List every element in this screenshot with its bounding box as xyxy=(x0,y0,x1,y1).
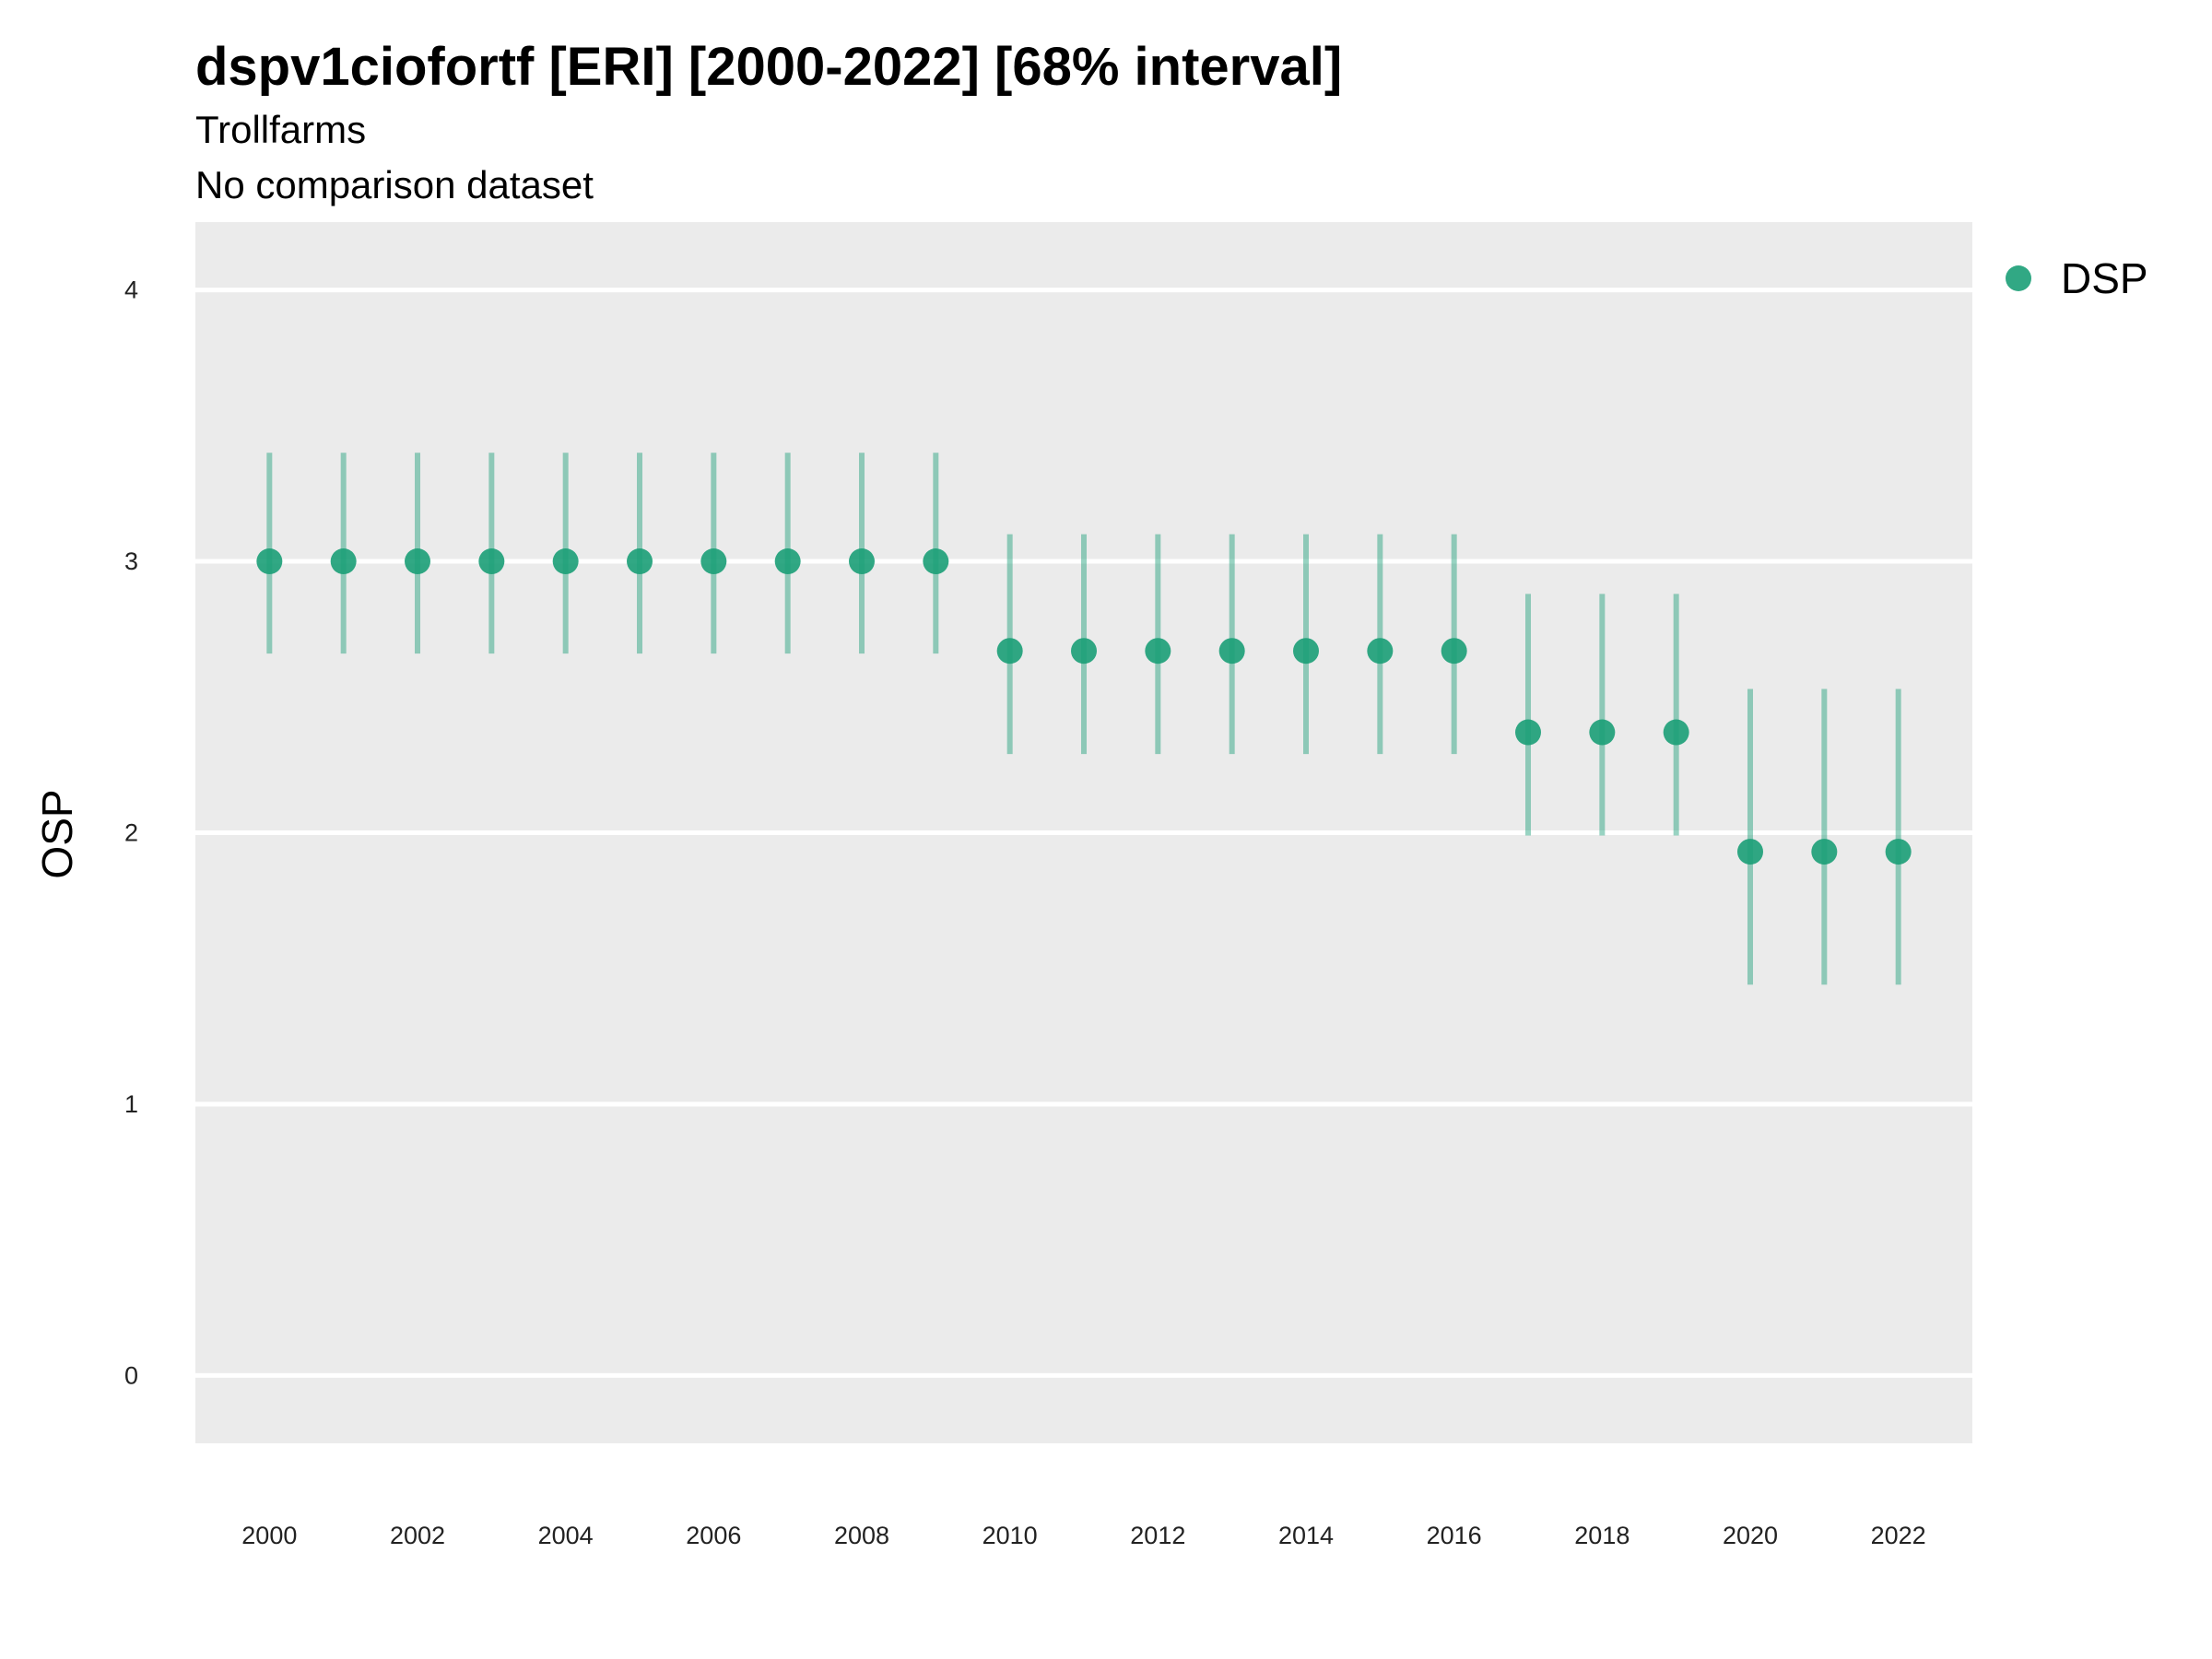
y-tick-label: 3 xyxy=(124,547,138,575)
chart-subtitle: Trollfarms xyxy=(195,108,366,151)
x-tick-label: 2002 xyxy=(390,1522,445,1549)
data-point xyxy=(627,548,653,575)
data-point xyxy=(996,638,1023,665)
data-point xyxy=(1515,719,1541,746)
x-tick-label: 2004 xyxy=(538,1522,594,1549)
data-point xyxy=(1811,839,1838,865)
x-tick-label: 2006 xyxy=(686,1522,741,1549)
y-tick-labels: 0 1 2 3 4 xyxy=(124,276,138,1390)
data-point xyxy=(478,548,505,575)
data-point xyxy=(405,548,430,575)
legend: DSP xyxy=(2006,254,2148,302)
data-point xyxy=(1885,839,1912,865)
x-tick-label: 2020 xyxy=(1723,1522,1778,1549)
data-point xyxy=(923,548,949,575)
y-tick-label: 0 xyxy=(124,1361,138,1389)
data-point xyxy=(1737,839,1763,865)
x-tick-label: 2010 xyxy=(982,1522,1038,1549)
data-point xyxy=(774,548,801,575)
y-tick-label: 1 xyxy=(124,1090,138,1118)
chart-title: dspv1ciofortf [ERI] [2000-2022] [68% int… xyxy=(195,37,1342,97)
legend-marker-dsp xyxy=(2006,265,2031,291)
y-tick-label: 4 xyxy=(124,276,138,304)
y-tick-label: 2 xyxy=(124,819,138,847)
data-point xyxy=(1071,638,1097,665)
data-point xyxy=(1589,719,1616,746)
data-point xyxy=(1663,719,1689,746)
data-point xyxy=(552,548,579,575)
data-point xyxy=(256,548,283,575)
x-tick-label: 2016 xyxy=(1427,1522,1482,1549)
x-tick-label: 2022 xyxy=(1871,1522,1926,1549)
data-point xyxy=(1441,638,1467,665)
x-tick-label: 2000 xyxy=(241,1522,297,1549)
data-point xyxy=(330,548,357,575)
data-point xyxy=(1145,638,1171,665)
series-dsp xyxy=(256,453,1912,985)
y-axis-label: OSP xyxy=(33,789,81,878)
chart-caption-line: No comparison dataset xyxy=(195,163,594,206)
x-tick-label: 2014 xyxy=(1278,1522,1334,1549)
data-point xyxy=(849,548,875,575)
legend-label-dsp: DSP xyxy=(2061,254,2148,302)
data-point xyxy=(1367,638,1394,665)
x-tick-label: 2012 xyxy=(1130,1522,1185,1549)
data-point xyxy=(700,548,727,575)
data-point xyxy=(1293,638,1319,665)
data-point xyxy=(1218,638,1245,665)
x-tick-label: 2018 xyxy=(1574,1522,1630,1549)
x-tick-labels: 2000 2002 2004 2006 2008 2010 2012 2014 2016 2018… xyxy=(241,1522,1925,1549)
x-tick-label: 2008 xyxy=(834,1522,889,1549)
